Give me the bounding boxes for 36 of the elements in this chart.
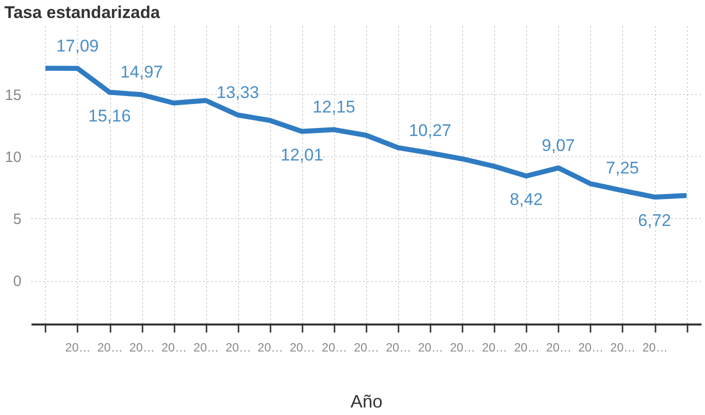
- data-label: 12,01: [280, 145, 324, 164]
- data-label: 10,27: [408, 121, 452, 140]
- x-tick-label: 20…: [226, 340, 251, 354]
- y-tick-label: 0: [13, 273, 22, 290]
- x-tick-label: 20…: [514, 340, 540, 354]
- x-tick-label: 20…: [386, 340, 412, 354]
- x-axis-title: Año: [350, 392, 383, 412]
- x-tick-label: 20…: [450, 340, 476, 354]
- data-label: 13,33: [216, 83, 260, 102]
- x-tick-label: 20…: [65, 340, 91, 354]
- data-label: 6,72: [638, 211, 672, 230]
- data-label: 14,97: [120, 62, 163, 82]
- x-tick-label: 20…: [610, 340, 636, 354]
- x-tick-label: 20…: [418, 340, 444, 354]
- x-tick-label: 20…: [97, 340, 123, 354]
- x-tick-label: 20…: [578, 340, 604, 354]
- data-label: 15,16: [88, 106, 131, 126]
- x-tick-label: 20…: [161, 340, 187, 354]
- x-tick-label: 20…: [194, 340, 219, 354]
- data-label: 12,15: [312, 98, 356, 117]
- data-label: 7,25: [606, 158, 640, 178]
- x-tick-label: 20…: [546, 340, 572, 354]
- x-tick-label: 20…: [642, 340, 668, 354]
- y-tick-label: 15: [4, 86, 22, 104]
- data-label: 17,09: [56, 36, 99, 56]
- chart-title: Tasa estandarizada: [4, 3, 160, 22]
- x-tick-label: 20…: [258, 340, 284, 354]
- x-tick-label: 20…: [129, 340, 155, 354]
- x-tick-label: 20…: [482, 340, 508, 354]
- data-label: 9,07: [542, 136, 575, 155]
- data-label: 8,42: [510, 190, 543, 209]
- y-tick-label: 10: [4, 148, 22, 166]
- x-tick-label: 20…: [322, 340, 348, 354]
- x-tick-label: 20…: [290, 340, 316, 354]
- x-tick-label: 20…: [354, 340, 380, 354]
- y-tick-label: 5: [13, 210, 22, 228]
